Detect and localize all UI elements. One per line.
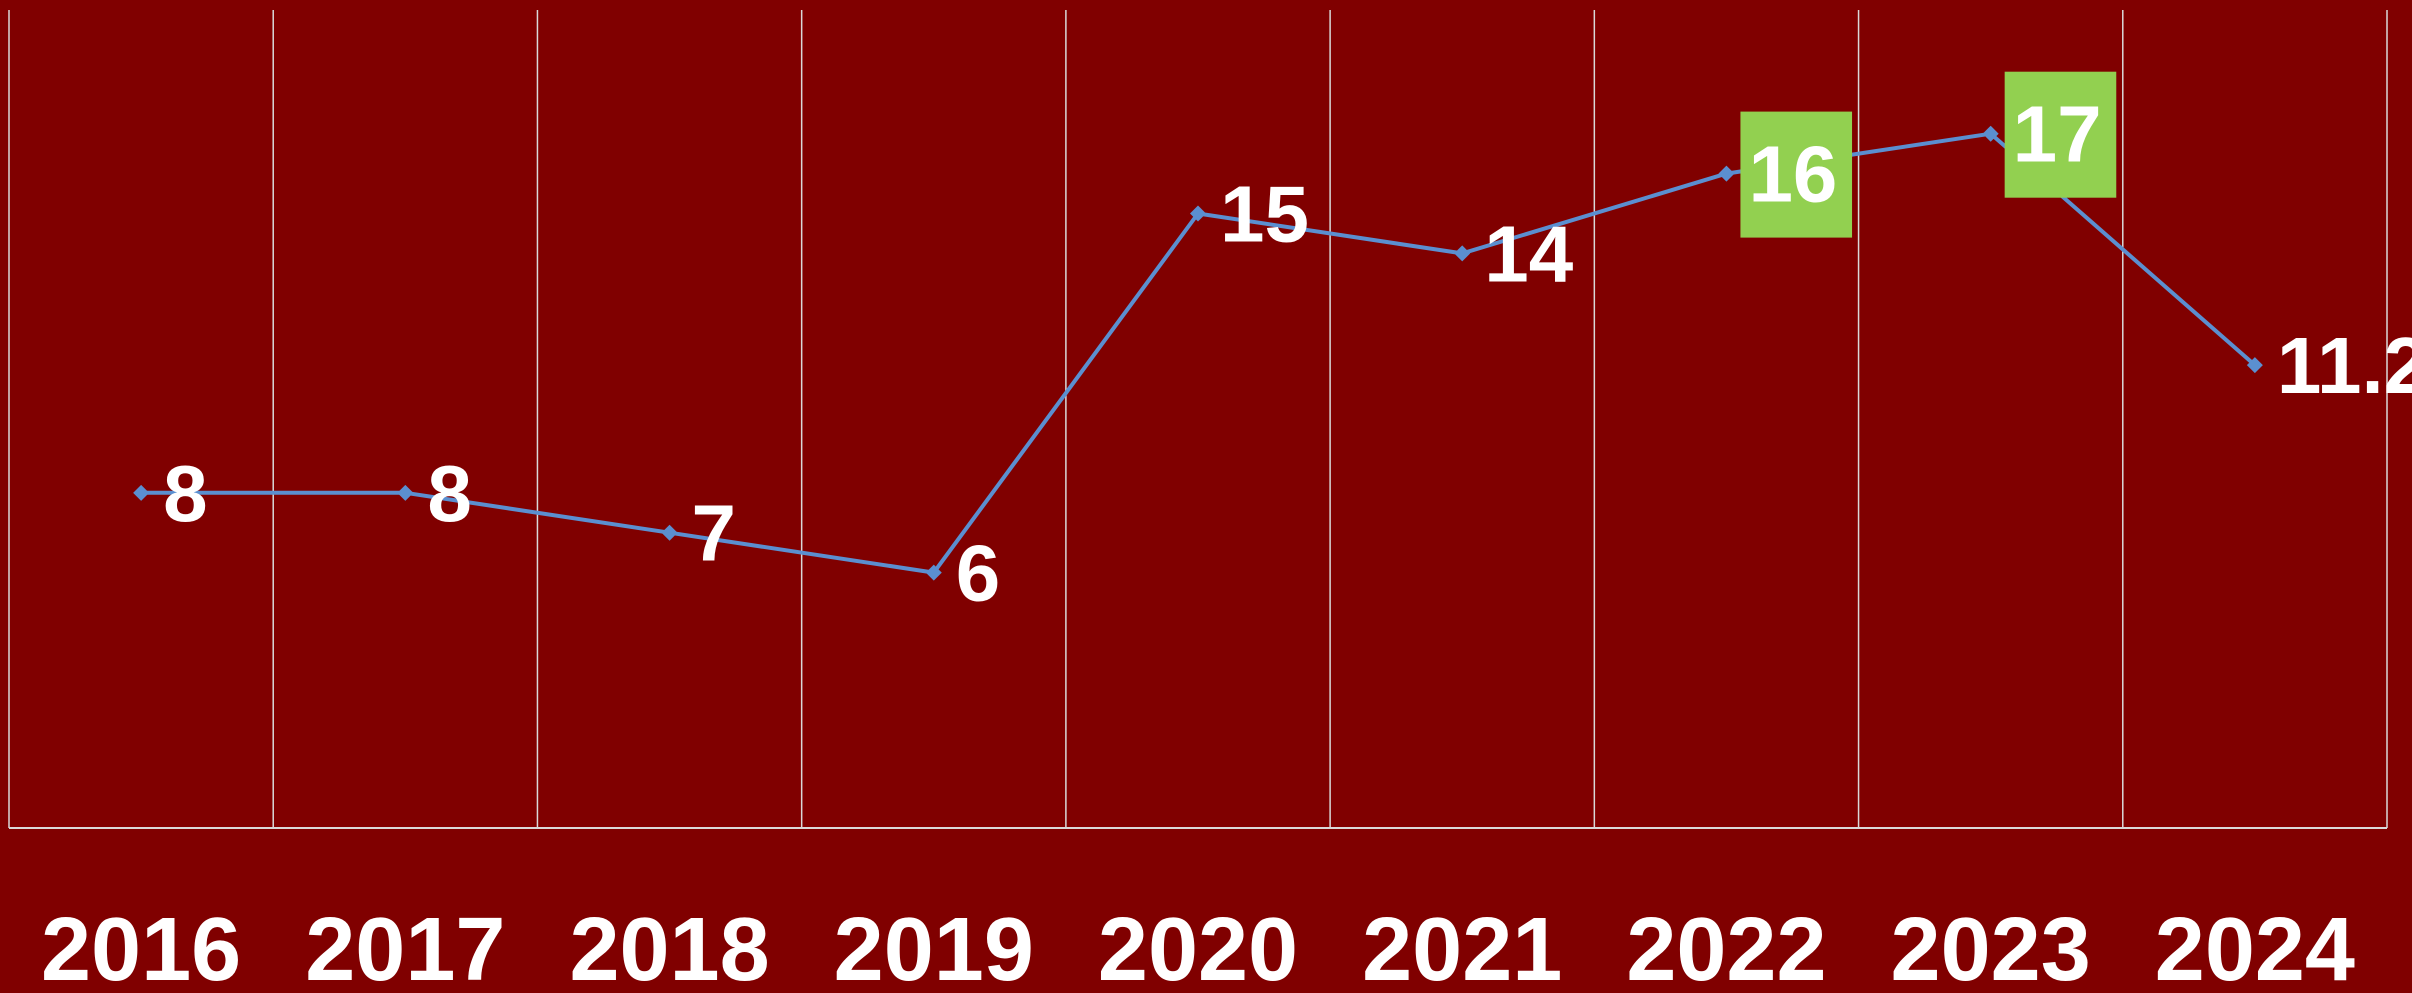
data-point-marker — [661, 524, 678, 541]
x-tick-label: 2019 — [834, 900, 1034, 988]
data-point-marker — [2246, 357, 2263, 374]
x-tick-label: 2021 — [1362, 900, 1562, 988]
data-label-highlight — [1740, 111, 1853, 238]
data-label: 14 — [1484, 209, 1573, 298]
x-tick-label: 2017 — [305, 900, 505, 988]
data-label: 15 — [1220, 170, 1309, 259]
data-labels: 8 8 7 6 15 14 16 17 11.2 — [163, 71, 2412, 618]
data-point-marker — [1190, 205, 1206, 222]
data-label: 16 — [1748, 130, 1837, 219]
x-tick-label: 2023 — [1891, 900, 2091, 988]
data-label-group: 14 — [1484, 209, 1573, 298]
series-markers — [133, 125, 2263, 581]
data-label-group: 8 — [163, 449, 208, 538]
x-tick-label: 2022 — [1626, 900, 1826, 988]
data-label: 17 — [2013, 90, 2102, 179]
x-tick-label: 2020 — [1098, 900, 1298, 988]
data-label-group: 16 — [1740, 111, 1853, 238]
data-label-group: 17 — [2004, 71, 2117, 198]
x-tick-label: 2018 — [569, 900, 769, 988]
gridlines — [8, 10, 2388, 828]
data-point-marker — [1718, 165, 1735, 182]
data-label: 8 — [163, 449, 208, 538]
data-point-marker — [1982, 125, 1999, 142]
data-point-marker — [1454, 245, 1471, 262]
data-label-group: 15 — [1220, 170, 1309, 259]
data-point-marker — [133, 484, 150, 501]
data-label: 8 — [427, 449, 472, 538]
data-point-marker — [925, 564, 942, 581]
data-point-marker — [397, 484, 414, 501]
data-label: 11.2 — [2277, 321, 2412, 410]
x-tick-label: 2016 — [41, 900, 241, 988]
x-tick-label: 2024 — [2155, 900, 2355, 988]
data-label: 7 — [692, 489, 737, 578]
data-label-group: 8 — [427, 449, 472, 538]
x-tick-labels: 2016 2017 2018 2019 2020 2021 2022 2023 2024 — [41, 900, 2355, 993]
data-label: 6 — [956, 529, 1001, 618]
data-label-group: 7 — [692, 489, 737, 578]
data-label-group: 6 — [956, 529, 1001, 618]
data-label-highlight — [2004, 71, 2117, 198]
data-label-group: 11.2 — [2277, 321, 2412, 410]
